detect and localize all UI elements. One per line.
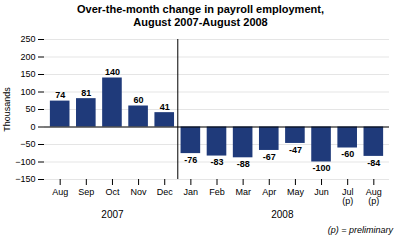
svg-text:Dec: Dec bbox=[157, 187, 174, 197]
svg-text:200: 200 bbox=[20, 52, 35, 62]
svg-text:-88: -88 bbox=[237, 159, 250, 169]
svg-text:0: 0 bbox=[30, 122, 35, 132]
svg-text:-67: -67 bbox=[263, 152, 276, 162]
svg-text:100: 100 bbox=[20, 87, 35, 97]
svg-text:Sep: Sep bbox=[78, 187, 94, 197]
html-text:Over-the-month change in payro: Over-the-month change in payroll employm… bbox=[77, 3, 324, 15]
svg-text:-76: -76 bbox=[184, 155, 197, 165]
svg-text:Aug(p): Aug(p) bbox=[366, 187, 382, 206]
svg-text:2007: 2007 bbox=[101, 209, 124, 220]
svg-text:74: 74 bbox=[55, 90, 65, 100]
svg-text:150: 150 bbox=[20, 69, 35, 79]
svg-text:Jul(p): Jul(p) bbox=[342, 187, 354, 206]
svg-text:-47: -47 bbox=[289, 145, 302, 155]
svg-text:−50: −50 bbox=[20, 139, 35, 149]
html-text:(p) = preliminary: (p) = preliminary bbox=[327, 225, 393, 235]
svg-text:−150: −150 bbox=[15, 174, 35, 184]
svg-text:-83: -83 bbox=[210, 157, 223, 167]
svg-text:50: 50 bbox=[25, 104, 35, 114]
svg-text:Jun: Jun bbox=[314, 187, 329, 197]
svg-text:-60: -60 bbox=[341, 149, 354, 159]
svg-text:Jan: Jan bbox=[184, 187, 199, 197]
svg-text:Apr: Apr bbox=[262, 187, 276, 197]
svg-text:250: 250 bbox=[20, 34, 35, 44]
svg-text:Mar: Mar bbox=[235, 187, 251, 197]
svg-text:-100: -100 bbox=[313, 163, 331, 173]
svg-text:60: 60 bbox=[134, 95, 144, 105]
svg-text:Thousands: Thousands bbox=[2, 87, 12, 132]
svg-text:-84: -84 bbox=[367, 158, 380, 168]
svg-text:81: 81 bbox=[81, 88, 91, 98]
svg-text:41: 41 bbox=[160, 102, 170, 112]
svg-text:2008: 2008 bbox=[271, 209, 294, 220]
svg-text:−100: −100 bbox=[15, 157, 35, 167]
svg-text:Nov: Nov bbox=[131, 187, 148, 197]
html-text:August 2007-August 2008: August 2007-August 2008 bbox=[133, 16, 268, 28]
svg-text:Oct: Oct bbox=[105, 187, 120, 197]
svg-text:Feb: Feb bbox=[209, 187, 225, 197]
svg-text:May: May bbox=[287, 187, 305, 197]
svg-text:140: 140 bbox=[105, 67, 120, 77]
svg-text:Aug: Aug bbox=[52, 187, 68, 197]
